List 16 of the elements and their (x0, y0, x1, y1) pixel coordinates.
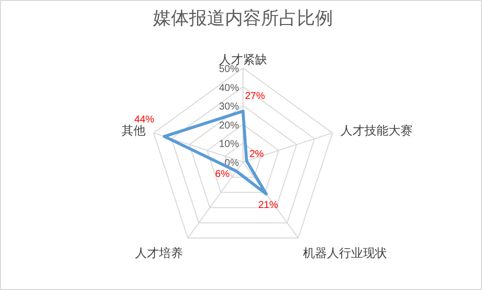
text: 2% (249, 148, 264, 160)
chart-title: 媒体报道内容所占比例 (153, 8, 333, 28)
spoke-label: 其他 (122, 123, 146, 138)
text: 21% (258, 200, 278, 211)
y-tick-label: 50% (218, 64, 240, 75)
y-tick-label: 40% (218, 82, 240, 94)
text: 27% (244, 91, 266, 102)
text: 6% (215, 169, 230, 180)
y-tick-label: 20% (218, 120, 240, 132)
text: 44% (134, 114, 154, 126)
spoke-label: 人才培养 (134, 246, 183, 260)
spoke-label: 人才技能大赛 (340, 123, 412, 138)
spoke-label: 机器人行业现状 (303, 246, 388, 260)
y-tick-label: 30% (218, 102, 240, 113)
y-tick-label: 10% (218, 139, 240, 150)
spoke-label: 人才紧缺 (219, 52, 267, 67)
